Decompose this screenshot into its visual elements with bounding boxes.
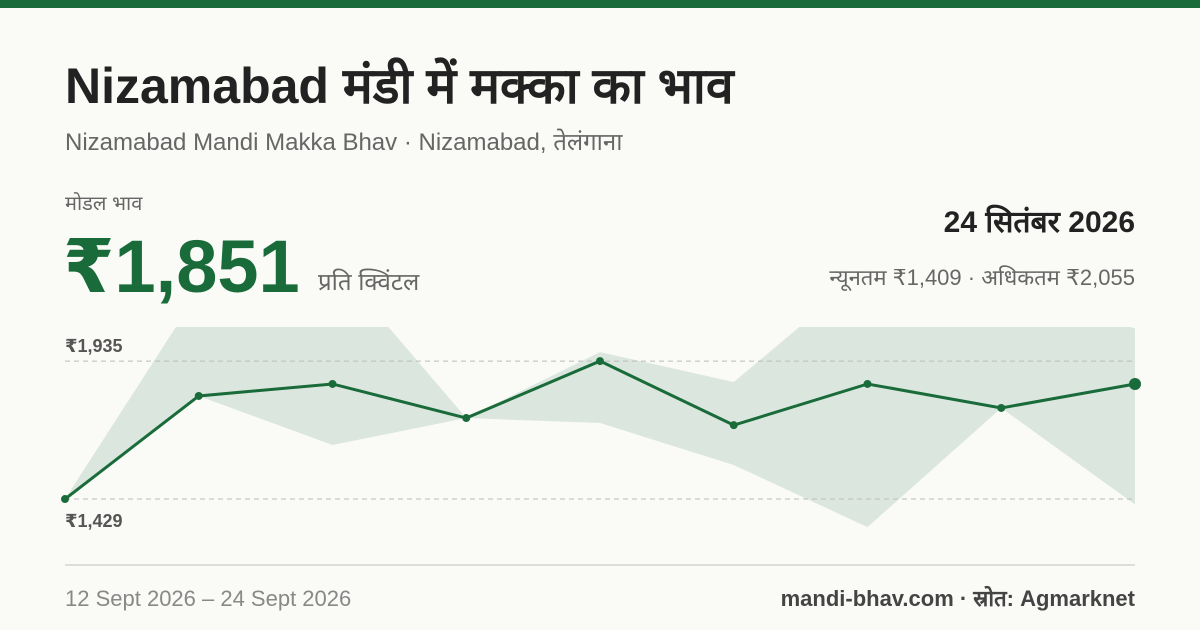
plot-area xyxy=(65,327,1135,528)
period: 12 Sept 2026 – 24 Sept 2026 xyxy=(65,586,351,611)
price-range-band xyxy=(65,327,1135,528)
y-tick-label: ₹1,429 xyxy=(65,511,123,531)
point xyxy=(863,379,872,388)
point xyxy=(729,421,738,430)
subtitle: Nizamabad Mandi Makka Bhav · Nizamabad, … xyxy=(65,128,623,156)
title: Nizamabad मंडी में मक्का का भाव xyxy=(65,57,736,114)
point xyxy=(61,495,69,504)
point xyxy=(1129,377,1141,390)
point xyxy=(462,414,471,423)
source: mandi-bhav.com · स्रोत: Agmarknet xyxy=(781,585,1136,611)
date: 24 सितंबर 2026 xyxy=(944,204,1135,239)
price: ₹1,851 xyxy=(63,225,300,308)
point xyxy=(997,403,1006,412)
point xyxy=(596,357,604,366)
chart: ₹1,429 ₹1,935 xyxy=(61,327,1141,531)
point xyxy=(328,379,337,388)
min-max: न्यूनतम ₹1,409 · अधिकतम ₹2,055 xyxy=(829,265,1135,292)
top-bar xyxy=(0,0,1200,8)
y-tick-label: ₹1,935 xyxy=(65,336,123,356)
point xyxy=(194,391,203,400)
price-caption: मोडल भाव xyxy=(65,192,143,215)
price-unit: प्रति क्विंटल xyxy=(318,268,420,296)
